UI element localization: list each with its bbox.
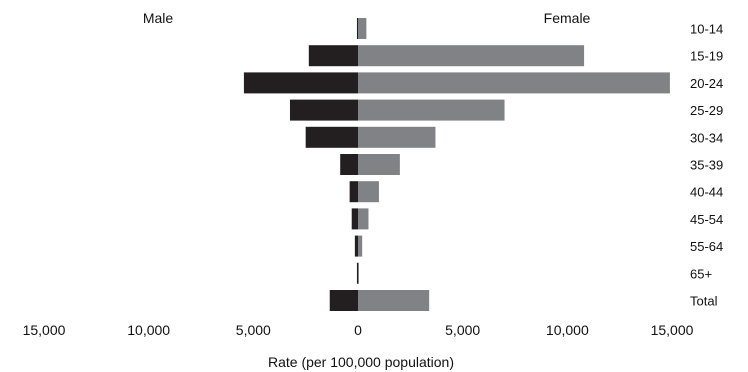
bar-male-35-39	[340, 154, 358, 175]
category-label-40-44: 40-44	[690, 185, 723, 200]
legend-male: Male	[143, 10, 174, 26]
category-label-20-24: 20-24	[690, 76, 723, 91]
category-label-55-64: 55-64	[690, 239, 723, 254]
x-tick-label: 10,000	[546, 322, 589, 338]
category-label-45-54: 45-54	[690, 212, 723, 227]
bar-male-40-44	[349, 181, 358, 203]
bar-male-10-14	[356, 18, 358, 39]
category-label-25-29: 25-29	[690, 103, 723, 118]
x-tick-label: 0	[354, 322, 362, 338]
x-tick-label: 5,000	[236, 322, 271, 338]
bar-female-40-44	[358, 181, 379, 203]
category-label-30-34: 30-34	[690, 130, 723, 145]
category-label-35-39: 35-39	[690, 158, 723, 173]
bar-female-15-19	[358, 45, 585, 67]
bar-male-20-24	[243, 72, 358, 94]
category-label-65: 65+	[690, 266, 712, 281]
bar-female-45-54	[358, 208, 369, 230]
bars-layer	[243, 18, 670, 311]
x-tick-label: 10,000	[127, 322, 170, 338]
category-label-10-14: 10-14	[690, 22, 723, 37]
x-axis-label: Rate (per 100,000 population)	[268, 354, 454, 370]
bar-female-65	[358, 262, 359, 284]
legend-female: Female	[544, 10, 591, 26]
bar-female-30-34	[358, 126, 436, 148]
bar-male-total	[329, 290, 358, 311]
bar-female-35-39	[358, 154, 400, 175]
bar-female-10-14	[358, 18, 367, 39]
bar-male-65	[356, 262, 358, 284]
x-tick-label: 15,000	[23, 322, 66, 338]
bar-male-15-19	[308, 45, 358, 67]
bar-male-25-29	[289, 99, 358, 121]
bar-male-45-54	[351, 208, 358, 230]
category-label-15-19: 15-19	[690, 49, 723, 64]
category-labels: 10-14 15-19 20-24 25-29 30-34 35-39 40-44 45-54…	[690, 22, 723, 309]
bar-female-55-64	[358, 235, 363, 257]
x-tick-label: 5,000	[445, 322, 480, 338]
bar-male-55-64	[354, 235, 358, 257]
bar-female-25-29	[358, 99, 505, 121]
x-tick-label: 15,000	[651, 322, 694, 338]
bar-female-total	[358, 290, 430, 311]
x-axis-ticks: 15,000 10,000 5,000 0 5,000 10,000 15,000	[23, 322, 694, 338]
category-label-total: Total	[690, 294, 718, 309]
bar-male-30-34	[305, 126, 358, 148]
bar-female-20-24	[358, 72, 670, 94]
